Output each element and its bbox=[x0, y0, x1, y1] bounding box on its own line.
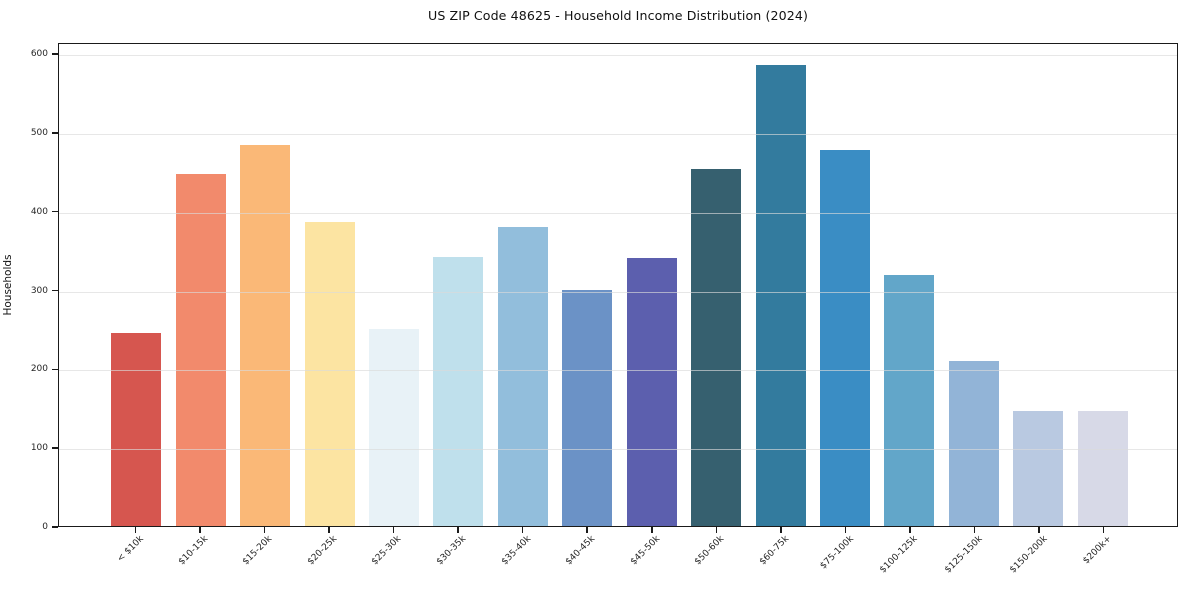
bar-$100-125k bbox=[884, 275, 935, 526]
x-tick-$100-125k bbox=[909, 527, 911, 533]
bar-$75-100k bbox=[820, 150, 871, 526]
x-tick-$20-25k bbox=[328, 527, 330, 533]
x-tick-$40-45k bbox=[586, 527, 588, 533]
x-tick-label-$75-100k: $75-100k bbox=[818, 534, 856, 572]
x-tick-$45-50k bbox=[651, 527, 653, 533]
x-tick-label-$125-150k: $125-150k bbox=[943, 534, 985, 576]
x-tick-< $10k bbox=[134, 527, 137, 533]
bar-$10-15k bbox=[175, 174, 226, 526]
x-tick-label-$100-125k: $100-125k bbox=[878, 534, 921, 576]
bar-$150-200k bbox=[1013, 410, 1064, 526]
bar-< $10k bbox=[111, 332, 162, 526]
bar-slot bbox=[620, 44, 684, 526]
bar-$45-50k bbox=[626, 258, 677, 526]
y-tick-label-300: 300 bbox=[30, 285, 48, 296]
bar-slot bbox=[877, 44, 941, 526]
chart-title: US ZIP Code 48625 - Household Income Dis… bbox=[428, 8, 808, 23]
bar-$60-75k bbox=[755, 64, 806, 526]
bar-slot bbox=[748, 44, 812, 526]
y-tick-400 bbox=[52, 210, 58, 213]
x-tick-$60-75k bbox=[780, 527, 782, 533]
y-tick-0 bbox=[52, 526, 58, 528]
x-tick-label-$25-30k: $25-30k bbox=[370, 534, 404, 568]
x-tick-$15-20k bbox=[263, 527, 266, 533]
gridline-500 bbox=[59, 133, 1177, 135]
bar-$15-20k bbox=[240, 145, 291, 526]
x-tick-$10-15k bbox=[199, 527, 201, 533]
x-tick-$25-30k bbox=[392, 527, 395, 533]
bar-slot bbox=[813, 44, 877, 526]
bar-$25-30k bbox=[368, 328, 419, 526]
x-tick-$50-60k bbox=[715, 527, 718, 533]
x-tick-$125-150k bbox=[973, 527, 976, 533]
x-tick-label-$50-60k: $50-60k bbox=[693, 534, 727, 568]
y-tick-300 bbox=[52, 289, 58, 292]
y-tick-500 bbox=[52, 132, 58, 134]
x-tick-label-$20-25k: $20-25k bbox=[305, 534, 340, 568]
bar-slot bbox=[1006, 44, 1070, 526]
y-tick-label-0: 0 bbox=[42, 522, 48, 532]
y-tick-200 bbox=[52, 368, 58, 371]
x-tick-label-$150-200k: $150-200k bbox=[1007, 534, 1050, 576]
gridline-600 bbox=[59, 55, 1177, 56]
y-tick-label-400: 400 bbox=[30, 206, 48, 217]
y-tick-600 bbox=[52, 53, 58, 55]
x-tick-label-$60-75k: $60-75k bbox=[757, 534, 791, 568]
bar-$40-45k bbox=[562, 289, 613, 526]
x-tick-label-$40-45k: $40-45k bbox=[563, 534, 598, 568]
bar-slot bbox=[426, 44, 490, 526]
x-tick-$75-100k bbox=[844, 527, 847, 533]
bar-slot bbox=[168, 44, 232, 526]
x-tick-label-$45-50k: $45-50k bbox=[628, 534, 662, 568]
gridline-400 bbox=[59, 212, 1177, 214]
plot-area bbox=[58, 43, 1178, 527]
bar-$35-40k bbox=[497, 227, 548, 526]
x-tick-$150-200k bbox=[1038, 527, 1040, 533]
x-tick-label-$10-15k: $10-15k bbox=[176, 534, 210, 568]
bar-slot bbox=[233, 44, 297, 526]
bar-slot bbox=[555, 44, 619, 526]
x-tick-$200k+ bbox=[1102, 527, 1105, 533]
gridline-300 bbox=[59, 291, 1177, 293]
bar-$200k+ bbox=[1077, 410, 1128, 526]
y-tick-label-200: 200 bbox=[30, 364, 48, 375]
bar-slot bbox=[362, 44, 426, 526]
x-tick-label-$35-40k: $35-40k bbox=[499, 534, 533, 568]
x-tick-label-$30-35k: $30-35k bbox=[434, 534, 469, 568]
x-tick-$30-35k bbox=[457, 527, 459, 533]
gridline-200 bbox=[59, 370, 1177, 372]
y-tick-label-600: 600 bbox=[30, 49, 48, 59]
y-tick-100 bbox=[52, 447, 58, 449]
bar-$50-60k bbox=[691, 168, 742, 526]
x-tick-label-< $10k: < $10k bbox=[115, 534, 146, 565]
x-tick-label-$200k+: $200k+ bbox=[1081, 534, 1114, 567]
bar-slot bbox=[491, 44, 555, 526]
bar-$125-150k bbox=[948, 361, 999, 526]
bar-slot bbox=[104, 44, 168, 526]
bars-container bbox=[104, 44, 1135, 526]
bar-slot bbox=[297, 44, 361, 526]
y-tick-label-100: 100 bbox=[30, 443, 48, 454]
bar-slot bbox=[1071, 44, 1135, 526]
bar-$20-25k bbox=[304, 221, 355, 526]
gridline-100 bbox=[59, 449, 1177, 451]
y-axis-label: Households bbox=[2, 254, 14, 316]
y-tick-label-500: 500 bbox=[30, 127, 48, 138]
bar-slot bbox=[684, 44, 748, 526]
bar-$30-35k bbox=[433, 257, 484, 526]
bar-slot bbox=[942, 44, 1006, 526]
x-tick-label-$15-20k: $15-20k bbox=[241, 534, 275, 568]
x-tick-$35-40k bbox=[521, 527, 524, 533]
